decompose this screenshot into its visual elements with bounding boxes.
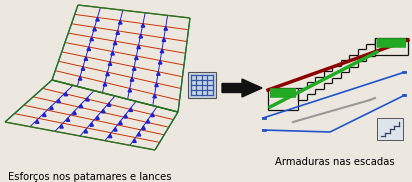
- Polygon shape: [108, 103, 111, 106]
- Polygon shape: [66, 118, 70, 121]
- FancyBboxPatch shape: [189, 73, 217, 99]
- Text: Esforços nos patamares e lances: Esforços nos patamares e lances: [8, 172, 172, 182]
- Polygon shape: [108, 134, 112, 138]
- Polygon shape: [78, 77, 82, 80]
- Polygon shape: [90, 37, 94, 41]
- Polygon shape: [96, 17, 99, 21]
- FancyBboxPatch shape: [188, 72, 216, 98]
- Polygon shape: [84, 129, 88, 133]
- Polygon shape: [108, 62, 112, 65]
- Polygon shape: [133, 139, 136, 142]
- Polygon shape: [153, 94, 157, 98]
- Polygon shape: [111, 52, 115, 55]
- Polygon shape: [114, 128, 117, 131]
- Polygon shape: [124, 114, 127, 118]
- Polygon shape: [35, 120, 39, 123]
- Text: Armaduras nas escadas: Armaduras nas escadas: [275, 157, 395, 167]
- Polygon shape: [155, 83, 158, 87]
- Polygon shape: [157, 72, 160, 75]
- Polygon shape: [128, 88, 131, 92]
- Polygon shape: [162, 38, 166, 41]
- FancyBboxPatch shape: [377, 118, 403, 140]
- Polygon shape: [130, 78, 134, 81]
- Polygon shape: [73, 111, 76, 114]
- Polygon shape: [87, 47, 91, 50]
- Polygon shape: [159, 60, 162, 64]
- Polygon shape: [79, 104, 83, 108]
- Polygon shape: [132, 67, 136, 70]
- Polygon shape: [90, 123, 94, 126]
- Polygon shape: [142, 126, 145, 130]
- Polygon shape: [102, 109, 105, 113]
- Polygon shape: [93, 27, 96, 31]
- Polygon shape: [60, 124, 63, 128]
- Polygon shape: [137, 132, 141, 136]
- Polygon shape: [141, 24, 145, 27]
- Polygon shape: [119, 21, 122, 24]
- Polygon shape: [103, 82, 107, 86]
- Polygon shape: [137, 45, 140, 49]
- Polygon shape: [42, 113, 46, 116]
- Polygon shape: [106, 72, 109, 76]
- Polygon shape: [151, 113, 154, 117]
- Polygon shape: [146, 120, 150, 123]
- FancyArrow shape: [222, 79, 262, 97]
- Polygon shape: [116, 31, 119, 34]
- Polygon shape: [50, 106, 53, 110]
- Polygon shape: [129, 108, 133, 111]
- Polygon shape: [86, 97, 89, 101]
- Polygon shape: [160, 49, 164, 53]
- Polygon shape: [135, 56, 138, 60]
- Polygon shape: [84, 57, 88, 60]
- Polygon shape: [96, 116, 99, 120]
- Polygon shape: [113, 41, 117, 45]
- Polygon shape: [81, 67, 85, 70]
- Polygon shape: [64, 92, 68, 96]
- Polygon shape: [57, 99, 61, 103]
- FancyBboxPatch shape: [378, 119, 404, 141]
- Polygon shape: [119, 121, 122, 124]
- Polygon shape: [139, 34, 143, 38]
- Polygon shape: [164, 27, 168, 30]
